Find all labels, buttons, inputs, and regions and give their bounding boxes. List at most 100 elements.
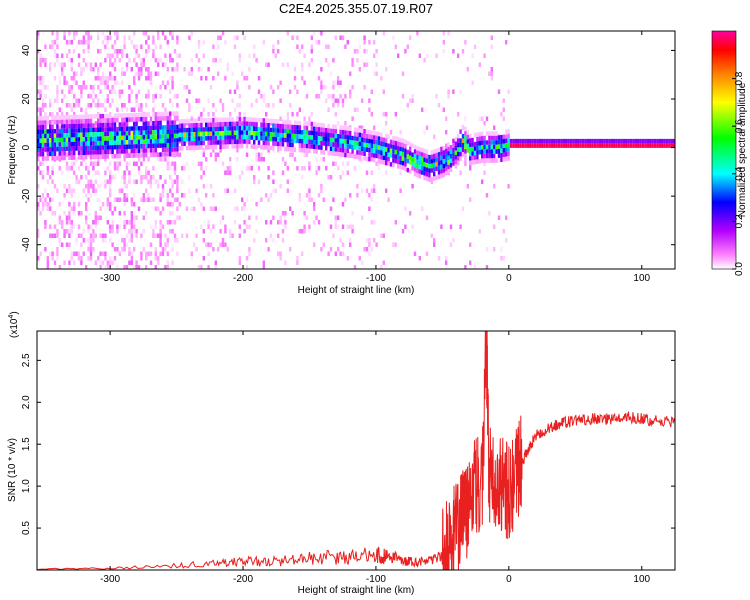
heatmap-cell bbox=[178, 137, 181, 142]
heatmap-cell bbox=[490, 71, 493, 76]
heatmap-cell bbox=[327, 141, 330, 147]
heatmap-cell bbox=[308, 193, 311, 198]
heatmap-cell bbox=[481, 136, 484, 141]
heatmap-cell bbox=[368, 143, 371, 148]
heatmap-cell bbox=[387, 152, 390, 157]
heatmap-cell bbox=[68, 155, 71, 160]
heatmap-cell bbox=[37, 120, 40, 126]
heatmap-cell bbox=[339, 251, 342, 256]
heatmap-cell bbox=[53, 40, 57, 45]
heatmap-cell bbox=[447, 155, 450, 161]
heatmap-cell bbox=[339, 125, 342, 130]
heatmap-cell bbox=[255, 144, 258, 150]
heatmap-cell bbox=[332, 124, 335, 129]
heatmap-cell bbox=[298, 49, 301, 54]
heatmap-cell bbox=[109, 113, 112, 119]
heatmap-cell bbox=[212, 131, 215, 136]
heatmap-cell bbox=[485, 247, 489, 252]
heatmap-cell bbox=[154, 116, 157, 121]
heatmap-cell bbox=[593, 143, 597, 148]
heatmap-cell bbox=[212, 103, 215, 108]
heatmap-cell bbox=[356, 58, 359, 63]
heatmap-cell bbox=[293, 133, 297, 139]
heatmap-cell bbox=[365, 170, 369, 175]
heatmap-cell bbox=[109, 103, 112, 108]
heatmap-cell bbox=[68, 40, 71, 45]
heatmap-cell bbox=[310, 44, 313, 49]
heatmap-cell bbox=[370, 247, 373, 252]
heatmap-cell bbox=[219, 131, 222, 136]
heatmap-cell bbox=[80, 211, 83, 216]
heatmap-cell bbox=[382, 151, 385, 156]
heatmap-cell bbox=[85, 123, 88, 128]
heatmap-cell bbox=[248, 121, 251, 127]
heatmap-cell bbox=[423, 153, 426, 158]
snr-scale-note: (x104) bbox=[8, 311, 20, 338]
heatmap-cell bbox=[164, 134, 167, 139]
heatmap-cell bbox=[109, 161, 112, 166]
heatmap-cell bbox=[399, 155, 402, 161]
heatmap-cell bbox=[142, 215, 145, 220]
heatmap-cell bbox=[517, 138, 520, 144]
heatmap-cell bbox=[262, 260, 265, 265]
heatmap-cell bbox=[380, 154, 383, 160]
heatmap-cell bbox=[125, 220, 129, 225]
heatmap-cell bbox=[147, 148, 150, 153]
heatmap-cell bbox=[147, 35, 150, 40]
heatmap-cell bbox=[39, 49, 42, 54]
heatmap-cell bbox=[73, 224, 76, 229]
heatmap-cell bbox=[116, 265, 119, 269]
heatmap-cell bbox=[94, 154, 97, 160]
heatmap-cell bbox=[140, 233, 143, 238]
heatmap-cell bbox=[161, 152, 165, 157]
heatmap-cell bbox=[176, 35, 179, 40]
heatmap-cell bbox=[284, 133, 287, 138]
heatmap-cell bbox=[53, 62, 57, 67]
heatmap-cell bbox=[97, 136, 100, 142]
heatmap-cell bbox=[109, 238, 112, 243]
heatmap-cell bbox=[142, 139, 145, 144]
heatmap-cell bbox=[469, 160, 472, 166]
heatmap-cell bbox=[159, 229, 162, 234]
heatmap-cell bbox=[200, 131, 203, 137]
heatmap-cell bbox=[332, 137, 335, 143]
heatmap-cell bbox=[61, 119, 64, 125]
heatmap-cell bbox=[332, 128, 335, 134]
heatmap-cell bbox=[250, 130, 253, 136]
heatmap-cell bbox=[310, 126, 313, 131]
heatmap-cell bbox=[106, 202, 109, 207]
heatmap-cell bbox=[236, 85, 239, 90]
heatmap-cell bbox=[101, 154, 105, 159]
heatmap-cell bbox=[401, 151, 405, 157]
heatmap-cell bbox=[404, 162, 407, 167]
heatmap-cell bbox=[267, 247, 270, 252]
heatmap-cell bbox=[490, 135, 493, 141]
heatmap-cell bbox=[358, 128, 361, 133]
heatmap-cell bbox=[245, 166, 249, 171]
heatmap-cell bbox=[94, 103, 97, 108]
heatmap-cell bbox=[53, 76, 57, 81]
heatmap-cell bbox=[317, 166, 321, 171]
heatmap-cell bbox=[80, 233, 83, 238]
heatmap-cell bbox=[173, 94, 177, 99]
heatmap-cell bbox=[332, 197, 335, 202]
heatmap-cell bbox=[121, 131, 124, 136]
heatmap-cell bbox=[173, 233, 177, 238]
heatmap-cell bbox=[161, 111, 165, 117]
heatmap-cell bbox=[423, 148, 426, 154]
heatmap-cell bbox=[365, 238, 369, 243]
heatmap-cell bbox=[200, 122, 203, 128]
heatmap-cell bbox=[404, 224, 407, 229]
heatmap-cell bbox=[145, 251, 148, 256]
heatmap-cell bbox=[169, 129, 172, 134]
heatmap-cell bbox=[322, 85, 325, 90]
heatmap-cell bbox=[327, 137, 330, 142]
heatmap-cell bbox=[315, 126, 318, 132]
heatmap-cell bbox=[425, 154, 429, 159]
heatmap-cell bbox=[399, 151, 402, 156]
heatmap-cell bbox=[373, 135, 376, 140]
heatmap-cell bbox=[113, 131, 117, 136]
heatmap-cell bbox=[291, 142, 294, 148]
heatmap-cell bbox=[361, 142, 364, 147]
heatmap-cell bbox=[250, 103, 253, 108]
